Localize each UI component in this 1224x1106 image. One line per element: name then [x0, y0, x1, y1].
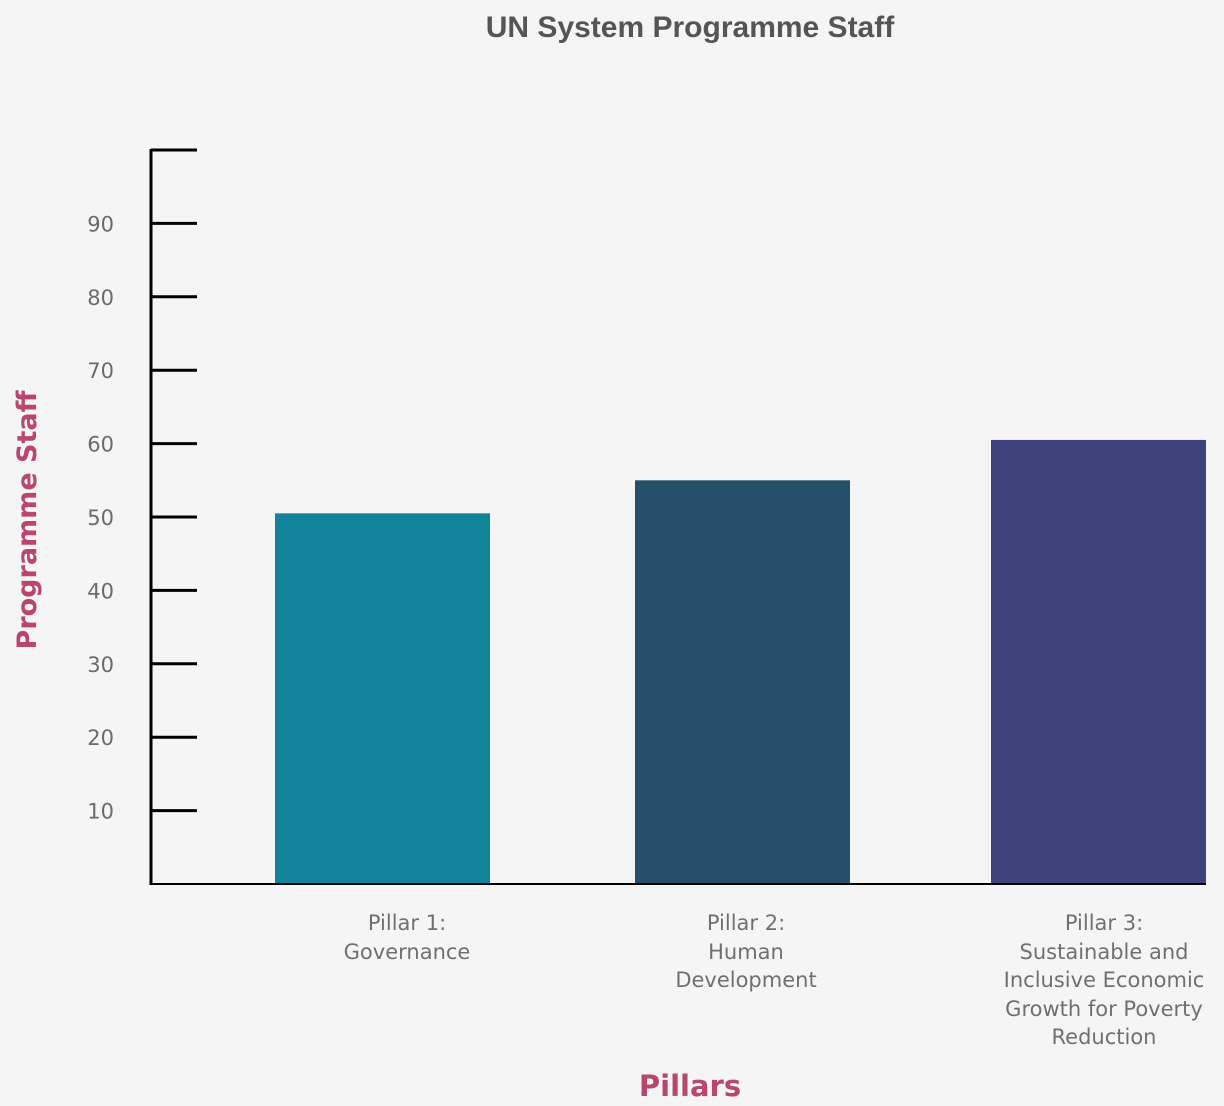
- bars: [275, 439, 1206, 884]
- category-label-2: Pillar 2: Human Development: [675, 911, 817, 992]
- y-axis-ticks: 10 20 30 40 50 60 70 80 90: [87, 148, 197, 824]
- y-tick-label: 40: [87, 579, 114, 603]
- y-tick-label: 30: [87, 653, 114, 677]
- y-tick-label: 90: [87, 212, 114, 236]
- bar-3: [991, 439, 1206, 884]
- bar-1: [275, 513, 490, 884]
- y-tick-label: 80: [87, 286, 114, 310]
- y-tick-label: 10: [87, 800, 114, 824]
- category-label-1: Pillar 1: Governance: [343, 911, 471, 964]
- category-label-3: Pillar 3: Sustainable and Inclusive Econ…: [1003, 911, 1205, 1049]
- y-tick-label: 70: [87, 359, 114, 383]
- y-tick-label: 20: [87, 726, 114, 750]
- chart-title: UN System Programme Staff: [485, 11, 895, 44]
- y-axis-label: Programme Staff: [12, 389, 43, 649]
- y-tick-label: 60: [87, 433, 114, 457]
- bar-2: [635, 480, 850, 884]
- x-axis-label: Pillars: [638, 1069, 742, 1103]
- y-tick-label: 50: [87, 506, 114, 530]
